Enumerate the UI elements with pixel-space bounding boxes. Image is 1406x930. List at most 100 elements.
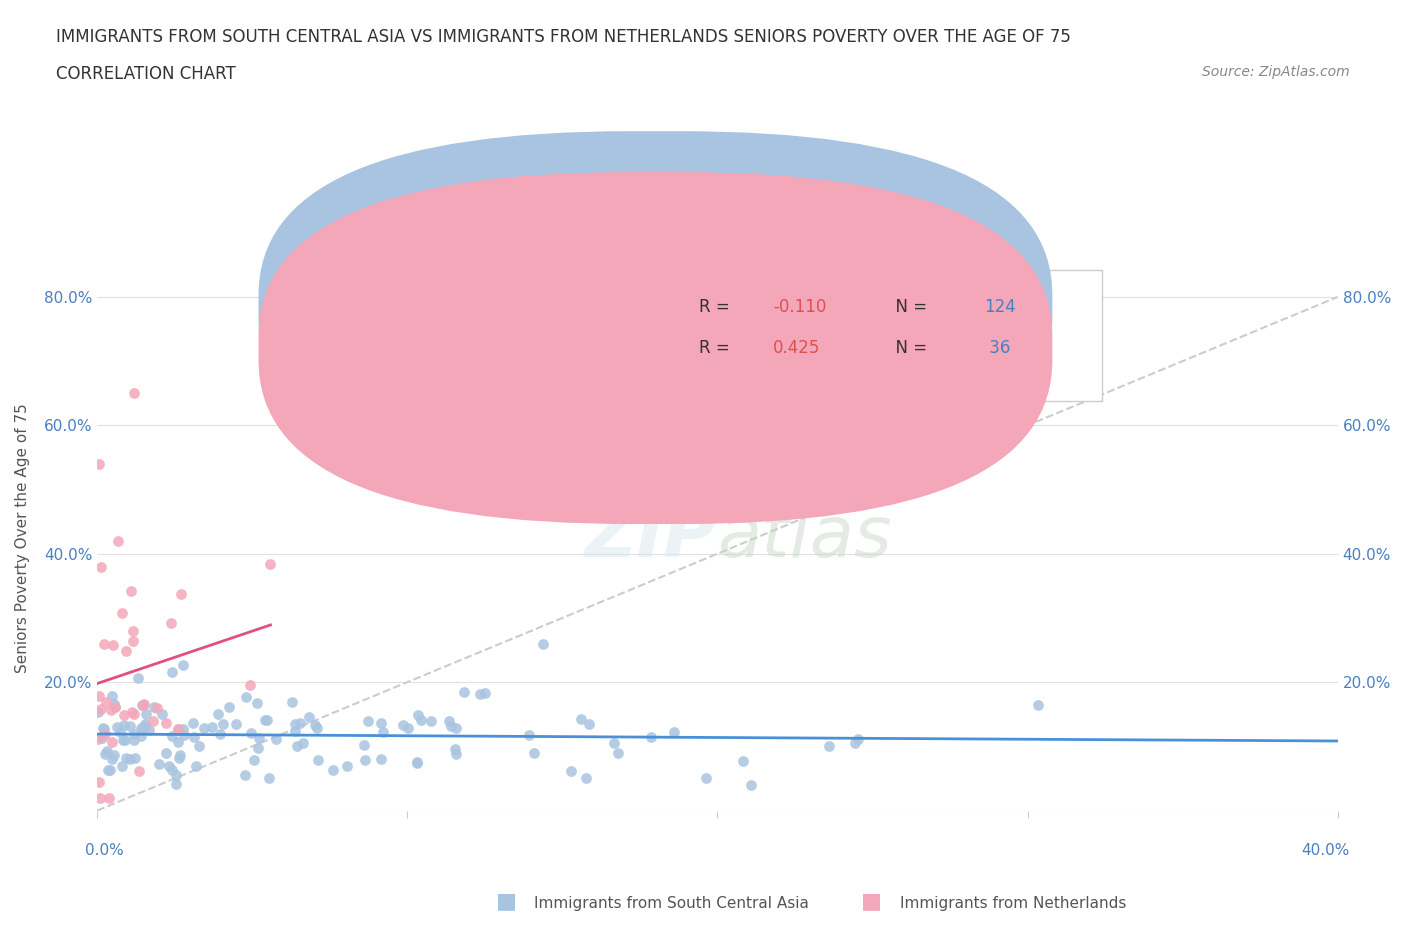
Point	[128, 764, 150, 779]
Point	[560, 764, 582, 778]
Point	[148, 757, 170, 772]
Point	[138, 723, 160, 737]
Point	[578, 717, 600, 732]
Point	[406, 754, 429, 769]
Point	[662, 724, 685, 739]
Point	[129, 729, 152, 744]
Point	[121, 704, 143, 719]
Point	[420, 713, 443, 728]
Point	[150, 707, 173, 722]
Point	[115, 644, 138, 658]
Point	[90, 702, 112, 717]
Point	[444, 720, 467, 735]
Point	[264, 732, 287, 747]
Point	[122, 726, 145, 741]
Text: ZIP: ZIP	[585, 503, 717, 572]
Point	[97, 763, 120, 777]
Text: 36: 36	[984, 339, 1011, 357]
Point	[122, 633, 145, 648]
Point	[169, 748, 191, 763]
Point	[571, 711, 593, 726]
Point	[134, 718, 156, 733]
Text: N =: N =	[884, 299, 932, 316]
Point	[470, 686, 492, 701]
Point	[406, 755, 429, 770]
Point	[134, 716, 156, 731]
Text: R =: R =	[699, 299, 735, 316]
Point	[100, 702, 122, 717]
FancyBboxPatch shape	[259, 172, 1052, 524]
Point	[107, 534, 129, 549]
Point	[97, 790, 120, 805]
Point	[256, 712, 278, 727]
Point	[640, 730, 662, 745]
Point	[440, 719, 463, 734]
Point	[90, 559, 112, 574]
Point	[284, 724, 307, 738]
Point	[474, 685, 496, 700]
Text: Immigrants from Netherlands: Immigrants from Netherlands	[900, 897, 1126, 911]
Text: Immigrants from South Central Asia: Immigrants from South Central Asia	[534, 897, 810, 911]
Point	[94, 695, 117, 710]
Point	[298, 710, 321, 724]
Point	[165, 777, 187, 791]
Point	[517, 728, 540, 743]
Point	[235, 689, 257, 704]
Point	[304, 717, 326, 732]
Point	[353, 737, 375, 752]
Point	[740, 777, 762, 792]
Point	[91, 721, 114, 736]
Point	[523, 746, 546, 761]
Point	[453, 684, 475, 699]
Point	[243, 752, 266, 767]
Point	[247, 730, 270, 745]
Y-axis label: Seniors Poverty Over the Age of 75: Seniors Poverty Over the Age of 75	[15, 403, 30, 672]
Point	[114, 732, 136, 747]
Text: IMMIGRANTS FROM SOUTH CENTRAL ASIA VS IMMIGRANTS FROM NETHERLANDS SENIORS POVERT: IMMIGRANTS FROM SOUTH CENTRAL ASIA VS IM…	[56, 28, 1071, 46]
Point	[160, 664, 183, 679]
Point	[124, 706, 146, 721]
Point	[443, 741, 465, 756]
Point	[225, 716, 247, 731]
Point	[142, 699, 165, 714]
Point	[104, 699, 127, 714]
Text: N =: N =	[884, 339, 932, 357]
Point	[575, 770, 598, 785]
Point	[336, 759, 359, 774]
Point	[162, 728, 184, 743]
Point	[100, 689, 122, 704]
Point	[131, 723, 153, 737]
Point	[444, 747, 467, 762]
Point	[108, 724, 131, 739]
Point	[173, 727, 195, 742]
Point	[114, 751, 136, 765]
Point	[112, 708, 135, 723]
Point	[160, 763, 183, 777]
Point	[101, 734, 124, 749]
Point	[160, 616, 183, 631]
Point	[118, 719, 141, 734]
Point	[112, 718, 135, 733]
Point	[246, 741, 269, 756]
Point	[371, 724, 394, 739]
Point	[93, 636, 115, 651]
Point	[731, 754, 754, 769]
Point	[370, 751, 392, 766]
Point	[167, 751, 190, 765]
Point	[240, 725, 263, 740]
Point	[120, 583, 142, 598]
Point	[101, 638, 124, 653]
Point	[103, 697, 125, 711]
Point	[127, 671, 149, 685]
Point	[259, 556, 281, 571]
Point	[257, 771, 280, 786]
Point	[87, 705, 110, 720]
Text: -0.110: -0.110	[773, 299, 827, 316]
Point	[167, 722, 190, 737]
Point	[135, 707, 157, 722]
Point	[305, 721, 328, 736]
Point	[166, 722, 188, 737]
Point	[111, 759, 134, 774]
Point	[155, 746, 177, 761]
Point	[87, 457, 110, 472]
